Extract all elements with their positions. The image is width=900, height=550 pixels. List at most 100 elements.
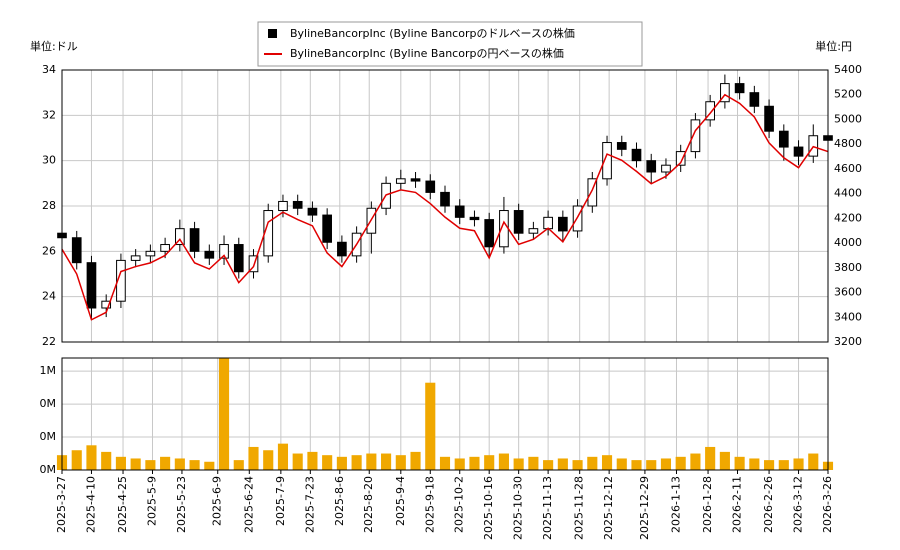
plot-layer: 22 24 26 28 30 32 34 3200 3400 3600 3800 4000 4200 44… (40, 63, 863, 540)
volume-bar (263, 450, 274, 470)
volume-bar (292, 453, 303, 470)
volume-bar (439, 456, 451, 470)
candle-body (322, 214, 332, 243)
candle-body (720, 83, 730, 103)
candle-body (543, 216, 553, 230)
volume-bar (86, 445, 97, 470)
y2-tick-label: 4600 (834, 162, 862, 175)
y-tick-label: 24 (42, 290, 56, 303)
volume-bar (248, 446, 259, 470)
legend-swatch (268, 29, 277, 38)
x-tick-label: 2026-2-26 (762, 476, 775, 533)
y-tick-label: 22 (42, 335, 56, 348)
y-tick-label: 26 (42, 244, 56, 257)
candle-body (116, 259, 126, 302)
volume-bar (469, 456, 480, 470)
candle-body (337, 241, 347, 257)
volume-bar (660, 458, 672, 470)
y2-tick-label: 3600 (834, 286, 862, 299)
candle-body (749, 92, 760, 107)
candle-body (616, 142, 627, 150)
volume-bar (233, 460, 244, 470)
candle-body (469, 216, 480, 221)
x-tick-label: 2026-1-13 (669, 476, 682, 533)
x-tick-label: 2025-12-29 (638, 476, 651, 540)
x-tick-label: 2025-10-16 (482, 476, 495, 540)
volume-bar (719, 451, 730, 470)
y-tick-label: 34 (42, 63, 56, 76)
candle-body (175, 228, 185, 246)
x-tick-label: 2025-5-23 (175, 476, 188, 533)
x-tick-label: 2025-7-9 (274, 476, 287, 526)
volume-bar (218, 358, 230, 470)
candle-body (602, 142, 612, 180)
volume-bar (145, 460, 156, 470)
volume-bar (734, 456, 745, 470)
candle-body (204, 250, 215, 259)
y-tick-label: 28 (42, 199, 56, 212)
candle-body (410, 178, 421, 182)
x-tick-label: 2025-7-23 (303, 476, 316, 533)
candle-body (86, 262, 97, 309)
volume-bar (705, 446, 716, 470)
candle-body (661, 164, 671, 173)
x-tick-label: 2026-3-26 (821, 476, 834, 533)
x-tick-label: 2025-8-20 (362, 476, 375, 533)
candle-body (587, 178, 598, 207)
candle-body (160, 244, 170, 252)
x-tick-label: 2025-10-2 (453, 476, 466, 533)
x-tick-label: 2025-12-12 (602, 476, 615, 540)
x-tick-label: 2025-8-6 (333, 476, 346, 526)
y2-tick-label: 3200 (834, 335, 862, 348)
candle-body (705, 101, 715, 121)
volume-bar (675, 456, 686, 470)
volume-bar (204, 461, 215, 470)
volume-bar (366, 453, 377, 470)
x-tick-label: 2025-5-9 (145, 476, 158, 526)
candle-body (454, 205, 465, 218)
volume-bar (543, 460, 554, 470)
volume-bar (484, 455, 495, 470)
volume-bar (528, 456, 539, 470)
volume-bar (322, 455, 333, 470)
volume-bar (381, 453, 392, 470)
candle-body (278, 200, 288, 212)
volume-bar (557, 458, 568, 470)
x-tick-label: 2025-11-28 (573, 476, 586, 540)
y2-tick-label: 5400 (834, 63, 862, 76)
y-tick-label: 0M (40, 430, 57, 443)
y2-tick-label: 5200 (834, 88, 862, 101)
y2-tick-label: 4800 (834, 137, 862, 150)
volume-bar (646, 460, 657, 470)
candle-body (631, 148, 642, 162)
candle-body (513, 210, 524, 234)
candle-body (778, 130, 789, 148)
volume-bar (454, 458, 465, 470)
candle-body (189, 228, 200, 252)
legend-label: BylineBancorpInc (Byline Bancorpの円ベースの株価 (290, 46, 564, 60)
y-tick-label: 32 (42, 108, 56, 121)
volume-bar (498, 453, 509, 470)
legend-label: BylineBancorpInc (Byline Bancorpのドルベースの株… (290, 26, 575, 40)
x-tick-label: 2026-3-12 (792, 476, 805, 533)
candle-body (440, 191, 450, 207)
volume-bar (71, 450, 82, 470)
candle-body (130, 255, 141, 261)
x-tick-label: 2025-11-13 (541, 476, 554, 540)
y-axis-label: 単位:ドル (30, 39, 78, 53)
candle-body (233, 244, 244, 273)
volume-bar (351, 455, 362, 470)
x-tick-label: 2026-2-11 (731, 476, 744, 533)
volume-bar (749, 458, 760, 470)
volume-bar (130, 458, 141, 470)
x-tick-label: 2025-4-10 (84, 476, 97, 533)
y-tick-label: 0M (40, 463, 57, 476)
x-tick-label: 2025-9-18 (423, 476, 436, 533)
volume-bar (808, 453, 819, 470)
plot-frame (61, 69, 829, 343)
volume-bar (513, 458, 524, 470)
legend (257, 21, 643, 67)
y-tick-label: 30 (42, 154, 56, 167)
volume-bar (395, 455, 406, 470)
candle-body (690, 119, 701, 153)
